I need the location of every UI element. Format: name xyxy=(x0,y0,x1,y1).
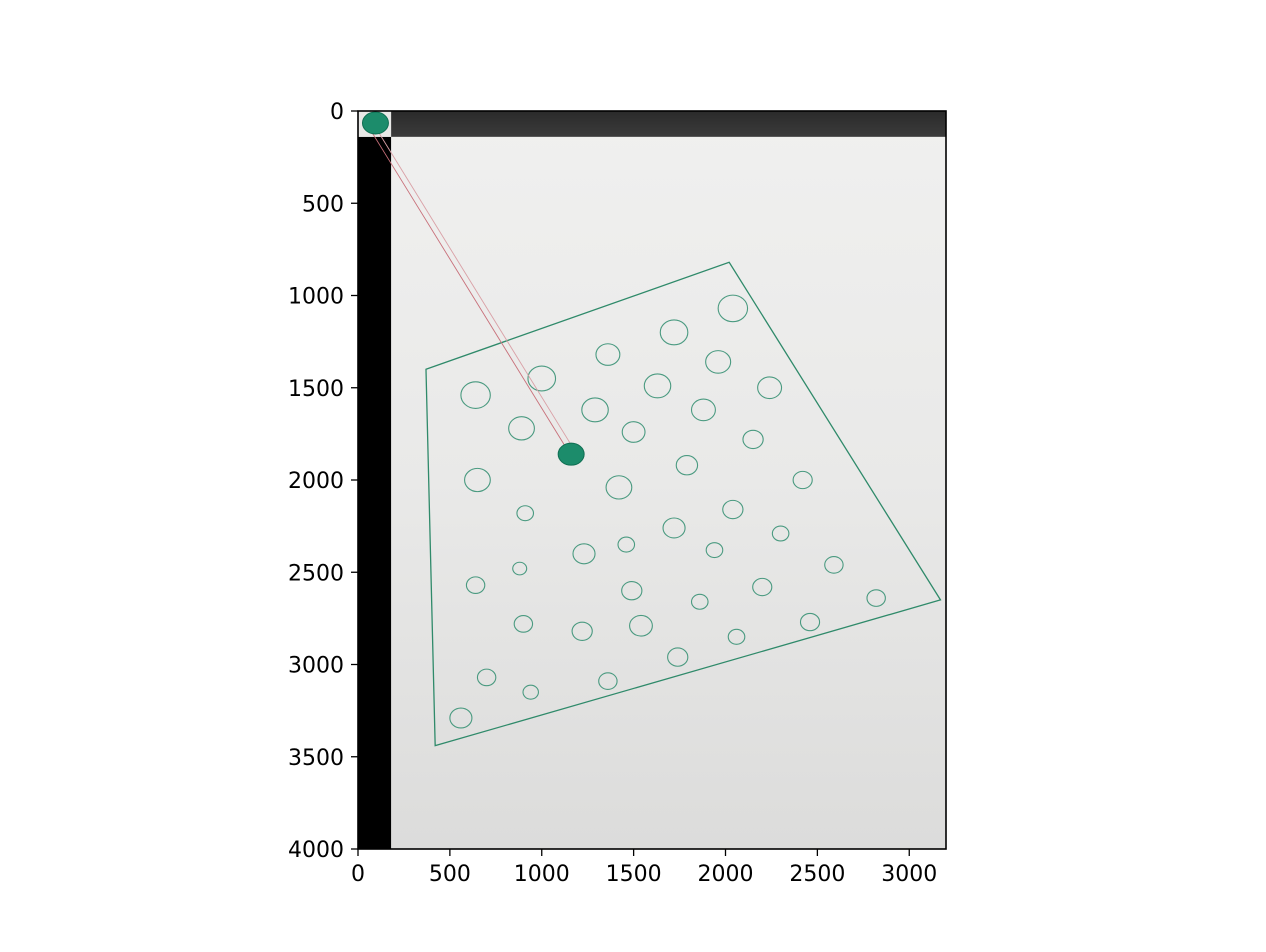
match-lines xyxy=(368,125,577,457)
y-axis-ticks: 0 500 1000 1500 2000 2500 3000 3500 4000 xyxy=(288,100,358,863)
drawn-circle xyxy=(605,475,633,500)
drawn-quadrilateral xyxy=(425,261,942,747)
drawn-circle xyxy=(449,707,473,729)
drawn-circle xyxy=(629,614,653,637)
drawn-circle xyxy=(690,593,709,610)
y-tick-label: 3500 xyxy=(288,746,344,771)
drawn-circle xyxy=(667,647,689,667)
drawn-circle xyxy=(792,470,813,490)
drawn-circle xyxy=(643,373,672,399)
paper-background xyxy=(358,111,946,849)
drawn-circle xyxy=(799,612,821,632)
template-dot xyxy=(361,111,389,135)
y-tick-label: 1000 xyxy=(288,285,344,310)
match-line xyxy=(368,127,572,457)
drawn-circle xyxy=(866,589,886,607)
x-tick-label: 0 xyxy=(351,862,365,887)
drawn-circle xyxy=(659,319,689,346)
plot-area xyxy=(358,111,946,849)
drawn-circles xyxy=(449,294,886,729)
drawn-circle xyxy=(476,668,497,687)
table-strip xyxy=(391,111,946,137)
x-tick-label: 1500 xyxy=(606,862,662,887)
match-line xyxy=(374,125,577,453)
y-tick-label: 2000 xyxy=(288,469,344,494)
markers xyxy=(361,111,585,466)
drawn-circle xyxy=(512,561,528,576)
drawn-circle xyxy=(527,365,557,392)
drawn-circle xyxy=(742,429,764,450)
drawn-circle xyxy=(757,376,783,400)
y-tick-label: 500 xyxy=(302,192,344,217)
drawn-circle xyxy=(705,542,724,559)
drawn-circle xyxy=(717,294,749,323)
drawn-circle xyxy=(690,398,716,422)
drawn-circle xyxy=(598,672,618,690)
drawn-circle xyxy=(465,576,486,595)
y-tick-label: 1500 xyxy=(288,377,344,402)
drawn-circle xyxy=(752,577,773,597)
drawn-circle xyxy=(508,416,535,441)
drawn-circle xyxy=(621,581,643,601)
drawn-circle xyxy=(662,517,686,539)
drawn-circle xyxy=(705,350,732,374)
drawn-circle xyxy=(460,381,491,409)
x-tick-label: 500 xyxy=(429,862,471,887)
y-tick-label: 3000 xyxy=(288,654,344,679)
drawn-circle xyxy=(581,397,609,423)
drawn-circle xyxy=(595,343,621,366)
drawn-circle xyxy=(522,684,539,700)
drawn-circle xyxy=(617,536,636,553)
drawn-circle xyxy=(513,615,534,633)
drawn-circle xyxy=(675,455,699,476)
drawn-circle xyxy=(571,621,593,641)
x-tick-label: 3000 xyxy=(881,862,937,887)
drawn-circle xyxy=(464,467,491,493)
drawn-circle xyxy=(771,525,790,542)
matched-dot xyxy=(557,442,585,466)
drawn-circle xyxy=(572,543,596,565)
drawn-circle xyxy=(516,505,535,522)
black-strip xyxy=(358,136,392,849)
drawn-circle xyxy=(621,421,646,443)
y-tick-label: 4000 xyxy=(288,838,344,863)
x-axis-ticks: 0 500 1000 1500 2000 2500 3000 xyxy=(351,849,937,887)
drawn-circle xyxy=(824,556,844,574)
x-tick-label: 2500 xyxy=(789,862,845,887)
drawn-circle xyxy=(727,628,746,645)
drawn-circle xyxy=(722,499,744,520)
x-tick-label: 1000 xyxy=(514,862,570,887)
y-tick-label: 0 xyxy=(330,100,344,125)
y-tick-label: 2500 xyxy=(288,561,344,586)
x-tick-label: 2000 xyxy=(698,862,754,887)
